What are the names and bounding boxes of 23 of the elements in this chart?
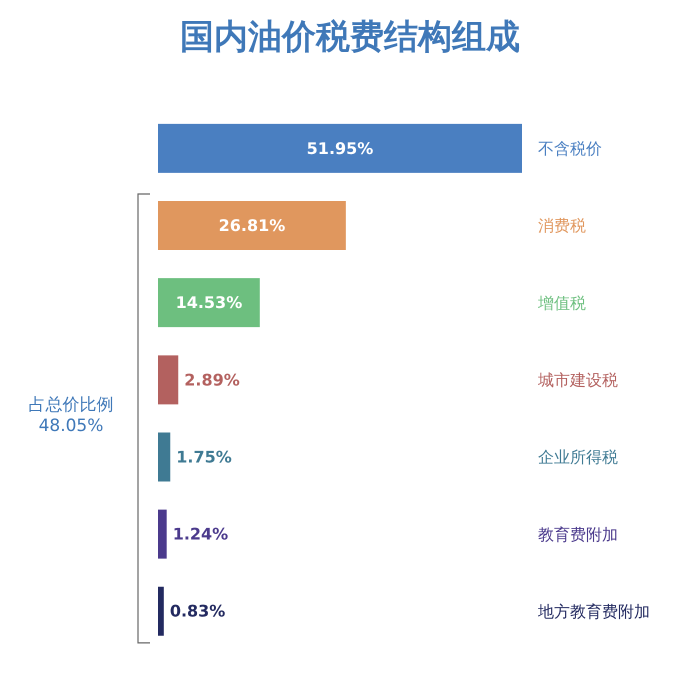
bar [158, 586, 164, 636]
text: 占总价比例 48.05% [28, 394, 114, 436]
bar [158, 278, 260, 328]
data-label: 14.53% [176, 293, 242, 312]
y-tick-label: 消费税 [538, 216, 586, 236]
data-label: 26.81% [218, 216, 286, 236]
bar [158, 510, 167, 559]
data-label: 1.24% [172, 524, 228, 544]
data-label: 0.83% [170, 602, 226, 621]
y-tick-label: 教育费附加 [538, 524, 618, 544]
bar [158, 201, 346, 250]
y-tick-label: 增值税 [537, 293, 586, 312]
data-label: 51.95% [306, 138, 374, 158]
chart-title: 国内油价税费结构组成 [179, 16, 521, 59]
y-tick-label: 城市建设税 [537, 370, 618, 390]
bar [158, 432, 170, 482]
y-tick-label: 企业所得税 [538, 448, 618, 467]
bar [158, 355, 178, 404]
y-tick-label: 地方教育费附加 [537, 602, 650, 621]
data-label: 1.75% [176, 447, 232, 466]
y-tick-label: 不含税价 [538, 139, 602, 158]
data-label: 2.89% [184, 370, 240, 390]
bar [158, 124, 522, 173]
